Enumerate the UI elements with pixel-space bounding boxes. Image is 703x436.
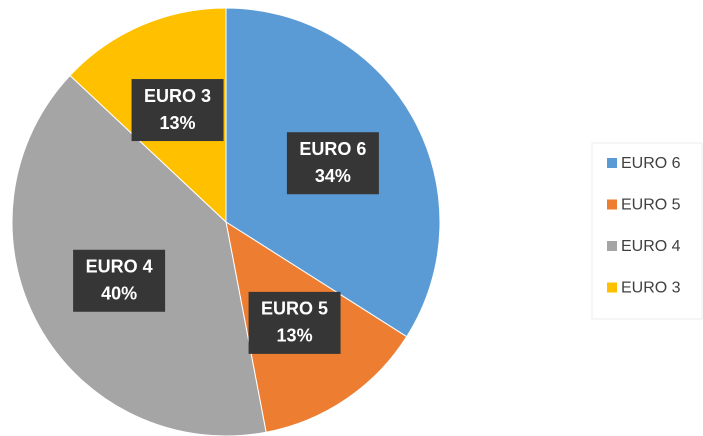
data-label-box [248,291,341,354]
legend-swatch [607,282,617,293]
data-label-box [73,249,166,312]
data-label-value: 34% [315,166,351,186]
data-label-box [131,79,224,142]
data-label-name: EURO 4 [86,257,153,277]
data-label-value: 40% [101,284,137,304]
data-label-name: EURO 6 [299,139,366,159]
data-label-name: EURO 5 [261,299,328,319]
data-label-value: 13% [160,113,196,133]
data-label-name: EURO 3 [144,86,211,106]
legend-label: EURO 5 [621,197,681,214]
data-label-value: 13% [277,326,313,346]
legend-swatch [607,241,617,251]
legend-label: EURO 4 [621,238,681,255]
legend-label: EURO 3 [621,280,681,297]
legend-swatch [607,158,617,168]
legend-swatch [607,199,617,210]
legend-label: EURO 6 [621,155,681,172]
data-label-box [286,132,379,195]
